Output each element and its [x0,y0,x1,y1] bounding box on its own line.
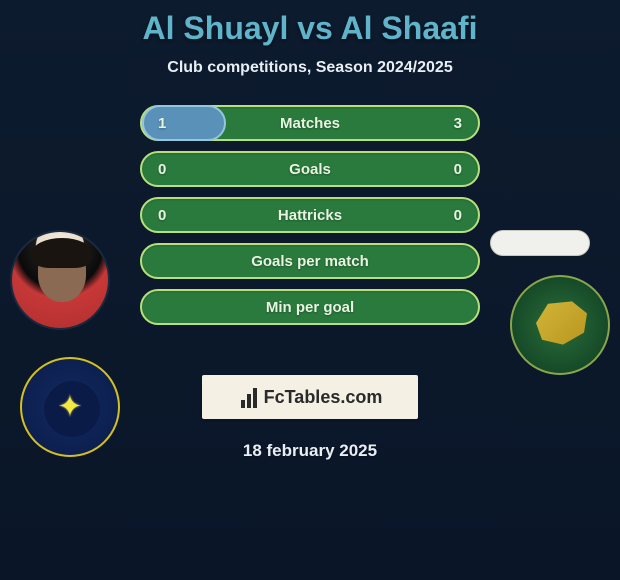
stat-value-right: 0 [454,207,462,224]
player-placeholder-right [490,230,590,256]
stat-row-goals-per-match: Goals per match [140,243,480,279]
stat-value-left: 0 [158,207,166,224]
stat-label: Min per goal [266,299,354,316]
player-photo-left [10,230,110,330]
stat-row-min-per-goal: Min per goal [140,289,480,325]
stat-fill-left [142,105,226,141]
stat-row-hattricks: 0 Hattricks 0 [140,197,480,233]
stat-label: Hattricks [278,207,342,224]
page-title: Al Shuayl vs Al Shaafi [0,10,620,47]
subtitle: Club competitions, Season 2024/2025 [0,59,620,77]
branding-text: FcTables.com [264,387,383,408]
stat-value-left: 0 [158,161,166,178]
comparison-card: Al Shuayl vs Al Shaafi Club competitions… [0,0,620,461]
club-badge-right [510,275,610,375]
stat-label: Goals [289,161,331,178]
stat-label: Matches [280,115,340,132]
club-badge-left: ✦ [20,357,120,457]
stat-value-right: 0 [454,161,462,178]
stat-label: Goals per match [251,253,369,270]
stat-value-left: 1 [158,115,166,132]
bar-chart-icon [238,386,260,408]
stat-row-goals: 0 Goals 0 [140,151,480,187]
stat-row-matches: 1 Matches 3 [140,105,480,141]
branding-badge[interactable]: FcTables.com [202,375,418,419]
star-icon: ✦ [57,390,82,425]
stat-value-right: 3 [454,115,462,132]
stats-area: ✦ 1 Matches 3 0 Goals 0 0 Hattricks 0 Go… [0,105,620,365]
